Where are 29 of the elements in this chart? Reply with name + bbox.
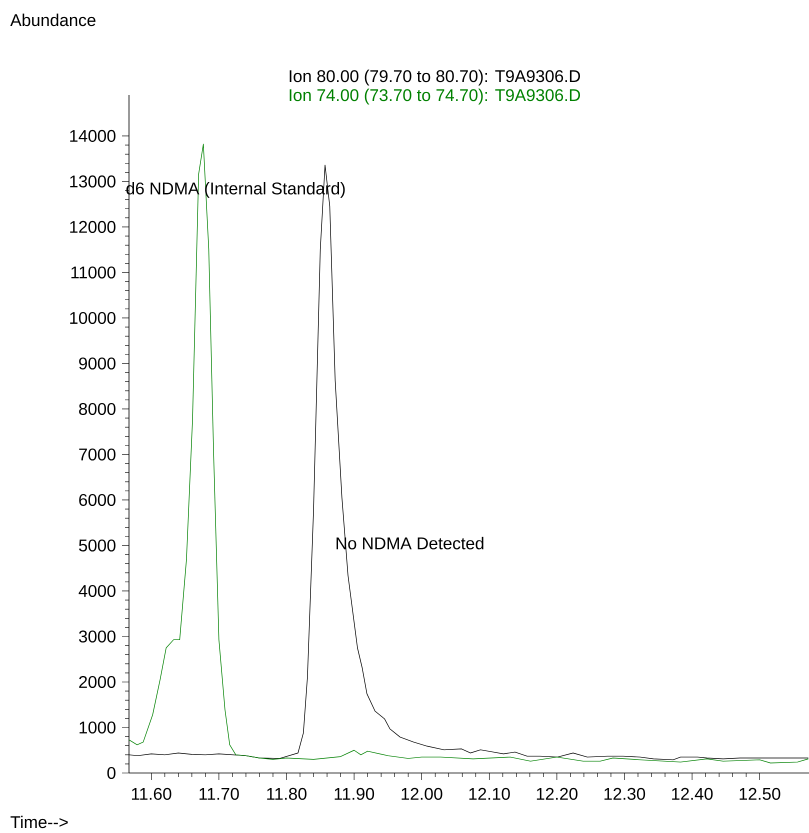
y-tick-label: 13000 xyxy=(70,175,116,188)
text: Ion 80.00 (79.70 to 80.70): T9A9306.D xyxy=(290,70,580,86)
x-tick-label: 11.90 xyxy=(334,788,374,800)
y-axis-title: Abundance xyxy=(10,14,96,26)
x-tick-label: 11.60 xyxy=(132,788,172,800)
y-tick-label: 3000 xyxy=(78,630,116,643)
y-tick-label: 4000 xyxy=(78,584,116,598)
text: Ion 74.00 (73.70 to 74.70): T9A9306.D xyxy=(290,88,580,105)
y-tick-label: 0 xyxy=(107,766,116,780)
y-tick-label: 1000 xyxy=(80,721,116,734)
y-tick-label: 9000 xyxy=(79,357,116,370)
x-tick-label: 12.40 xyxy=(672,788,713,800)
x-tick-label: 12.20 xyxy=(536,788,578,800)
x-tick-label: 11.80 xyxy=(267,788,306,800)
x-tick-label: 12.30 xyxy=(604,788,646,800)
x-tick-label: 12.50 xyxy=(740,788,780,800)
y-tick-label: 12000 xyxy=(70,220,116,233)
y-tick-label: 5000 xyxy=(78,539,116,552)
x-tick-label: 11.70 xyxy=(200,788,239,800)
y-tick-label: 7000 xyxy=(79,448,116,460)
x-axis-title: Time--> xyxy=(10,816,68,828)
x-tick-label: 12.00 xyxy=(402,788,442,800)
x-tick-label: 12.10 xyxy=(469,788,510,800)
y-tick-label: 2000 xyxy=(79,676,116,688)
y-tick-label: 8000 xyxy=(79,402,116,415)
y-tick-label: 14000 xyxy=(70,130,116,142)
y-tick-label: 6000 xyxy=(79,494,116,506)
y-tick-label: 10000 xyxy=(70,312,116,324)
y-tick-label: 11000 xyxy=(71,266,116,278)
